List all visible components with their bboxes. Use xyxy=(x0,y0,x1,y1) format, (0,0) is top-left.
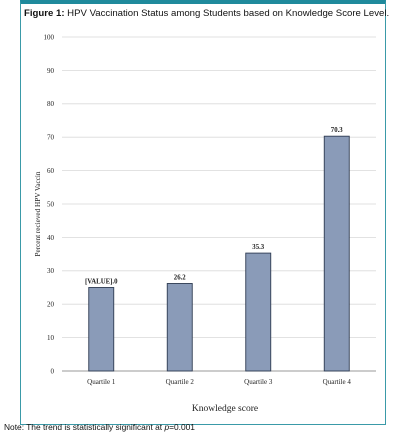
y-tick-label: 50 xyxy=(47,200,55,208)
y-tick-label: 100 xyxy=(44,33,55,41)
note-italic: p xyxy=(164,422,170,432)
data-label: 26.2 xyxy=(174,274,186,281)
x-axis-title: Knowledge score xyxy=(192,404,258,414)
note-prefix: Note: The trend is statistically signifi… xyxy=(4,422,165,432)
x-tick-label: Quartile 1 xyxy=(87,378,116,386)
figure-caption: Figure 1: HPV Vaccination Status among S… xyxy=(24,8,389,19)
y-tick-label: 80 xyxy=(47,100,55,108)
data-label: [VALUE].0 xyxy=(85,279,118,286)
y-tick-label: 10 xyxy=(47,334,55,342)
y-axis-title: Percent recieved HPV Vaccin xyxy=(34,171,42,256)
y-tick-label: 70 xyxy=(47,134,55,142)
caption-label: Figure 1: xyxy=(24,8,65,19)
y-tick-label: 30 xyxy=(47,267,55,275)
note-suffix: =0.001 xyxy=(169,422,195,432)
bar-1 xyxy=(88,287,115,372)
y-tick-label: 60 xyxy=(47,167,55,175)
y-tick-label: 0 xyxy=(51,367,55,375)
bar-4 xyxy=(323,135,350,372)
y-tick-label: 40 xyxy=(47,234,55,242)
figure-frame xyxy=(20,0,386,425)
footnote: Note: The trend is statistically signifi… xyxy=(4,422,195,432)
bar-2 xyxy=(166,283,193,372)
x-tick-label: Quartile 4 xyxy=(323,378,352,386)
caption-text: HPV Vaccination Status among Students ba… xyxy=(64,8,390,19)
data-label: 70.3 xyxy=(331,127,343,134)
x-tick-label: Quartile 2 xyxy=(166,378,195,386)
x-tick-label: Quartile 3 xyxy=(244,378,273,386)
y-tick-label: 20 xyxy=(47,301,55,309)
data-label: 35.3 xyxy=(252,244,264,251)
y-tick-label: 90 xyxy=(47,67,55,75)
bar-3 xyxy=(245,252,272,372)
